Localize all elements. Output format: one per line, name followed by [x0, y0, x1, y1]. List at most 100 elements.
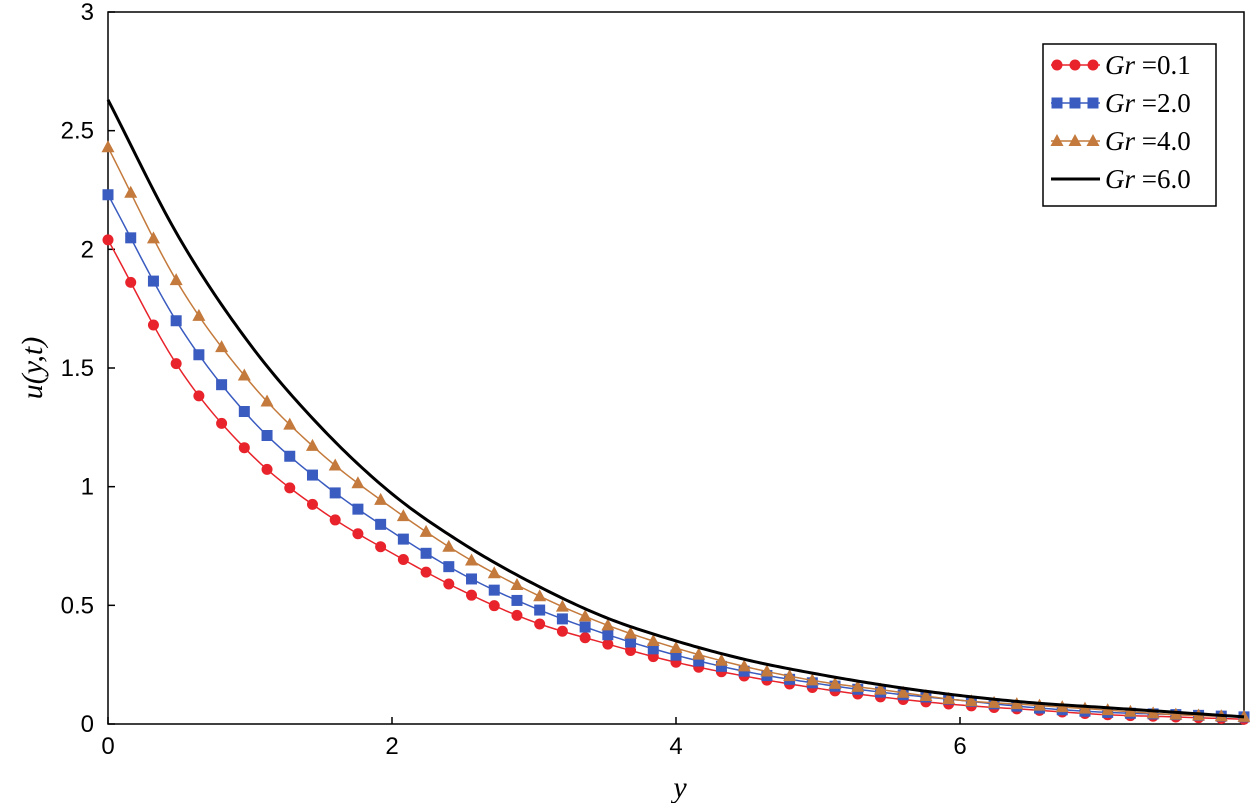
data-point: [964, 694, 978, 707]
data-point: [873, 682, 887, 695]
data-point: [646, 634, 660, 647]
y-tick-label: 0: [81, 711, 94, 738]
data-point: [828, 676, 842, 689]
data-point: [556, 613, 568, 625]
legend-item: Gr =0.1: [1051, 50, 1191, 80]
data-point: [375, 518, 387, 530]
data-point: [375, 541, 387, 553]
data-point: [215, 340, 229, 353]
data-point: [125, 232, 137, 244]
data-point: [351, 476, 365, 489]
y-axis-title: u(y,t): [16, 337, 49, 399]
data-point: [488, 584, 500, 596]
data-point: [625, 645, 637, 657]
data-point: [216, 379, 228, 391]
data-point: [238, 442, 250, 454]
data-point: [555, 599, 569, 612]
data-point: [261, 430, 273, 442]
x-axis: 0 2 4 6: [101, 717, 967, 760]
data-point: [693, 655, 705, 667]
x-tick-label: 4: [669, 733, 682, 760]
data-point: [942, 692, 956, 705]
y-tick-label: 3: [81, 0, 94, 26]
legend-label: Gr =2.0: [1105, 88, 1191, 118]
data-point: [216, 417, 228, 429]
data-point: [602, 629, 614, 641]
data-point: [465, 553, 479, 566]
data-point: [487, 566, 501, 579]
data-point: [237, 368, 251, 381]
data-point: [511, 609, 523, 621]
data-point: [306, 469, 318, 481]
data-point: [169, 273, 183, 286]
data-point: [170, 315, 182, 327]
y-tick-label: 2.5: [61, 118, 94, 145]
legend-marker: [1087, 97, 1099, 109]
legend-marker: [1069, 59, 1081, 71]
y-tick-label: 0.5: [61, 592, 94, 619]
data-point: [420, 547, 432, 559]
x-axis-title: y: [670, 771, 687, 803]
legend-marker: [1050, 134, 1064, 146]
data-point: [602, 638, 614, 650]
data-point: [534, 618, 546, 630]
data-point: [715, 660, 727, 672]
data-point: [170, 358, 182, 370]
x-tick-label: 2: [385, 733, 398, 760]
data-point: [737, 659, 751, 672]
data-point: [193, 349, 205, 361]
legend-item: Gr =2.0: [1051, 88, 1191, 118]
legend-label: Gr =0.1: [1105, 50, 1191, 80]
data-point: [624, 626, 638, 639]
data-point: [669, 641, 683, 654]
data-point: [578, 609, 592, 622]
data-point: [534, 604, 546, 616]
data-point: [1146, 706, 1160, 719]
data-point: [442, 539, 456, 552]
data-point: [238, 406, 250, 418]
data-point: [193, 390, 205, 402]
data-point: [783, 669, 797, 682]
data-point: [919, 689, 933, 702]
series-layer: [101, 99, 1250, 725]
data-point: [328, 458, 342, 471]
legend-marker: [1051, 97, 1063, 109]
data-point: [466, 589, 478, 601]
data-point: [420, 566, 432, 578]
legend-item: Gr =6.0: [1051, 164, 1191, 194]
y-tick-label: 2: [81, 236, 94, 263]
data-point: [579, 621, 591, 633]
data-point: [397, 554, 409, 566]
data-point: [647, 643, 659, 655]
data-point: [284, 450, 296, 462]
data-point: [987, 695, 1001, 708]
legend-marker: [1086, 134, 1100, 146]
data-point: [261, 463, 273, 475]
legend-marker: [1087, 59, 1099, 71]
data-point: [443, 561, 455, 573]
data-point: [443, 578, 455, 590]
data-point: [146, 231, 160, 244]
series-4: [106, 99, 1245, 719]
data-point: [397, 533, 409, 545]
y-axis: 0 0.5 1 1.5 2 2.5 3: [61, 0, 115, 738]
data-point: [805, 673, 819, 686]
data-point: [329, 487, 341, 499]
data-point: [374, 492, 388, 505]
legend-label: Gr =4.0: [1105, 126, 1191, 156]
data-point: [102, 189, 114, 201]
data-point: [466, 573, 478, 585]
data-point: [714, 653, 728, 666]
data-point: [124, 185, 138, 198]
data-point: [556, 625, 568, 637]
data-point: [625, 636, 637, 648]
data-point: [396, 509, 410, 522]
legend-item: Gr =4.0: [1050, 126, 1191, 156]
data-point: [306, 498, 318, 510]
data-point: [352, 528, 364, 540]
data-point: [488, 600, 500, 612]
data-point: [851, 679, 865, 692]
data-point: [352, 503, 364, 515]
data-point: [125, 276, 137, 288]
